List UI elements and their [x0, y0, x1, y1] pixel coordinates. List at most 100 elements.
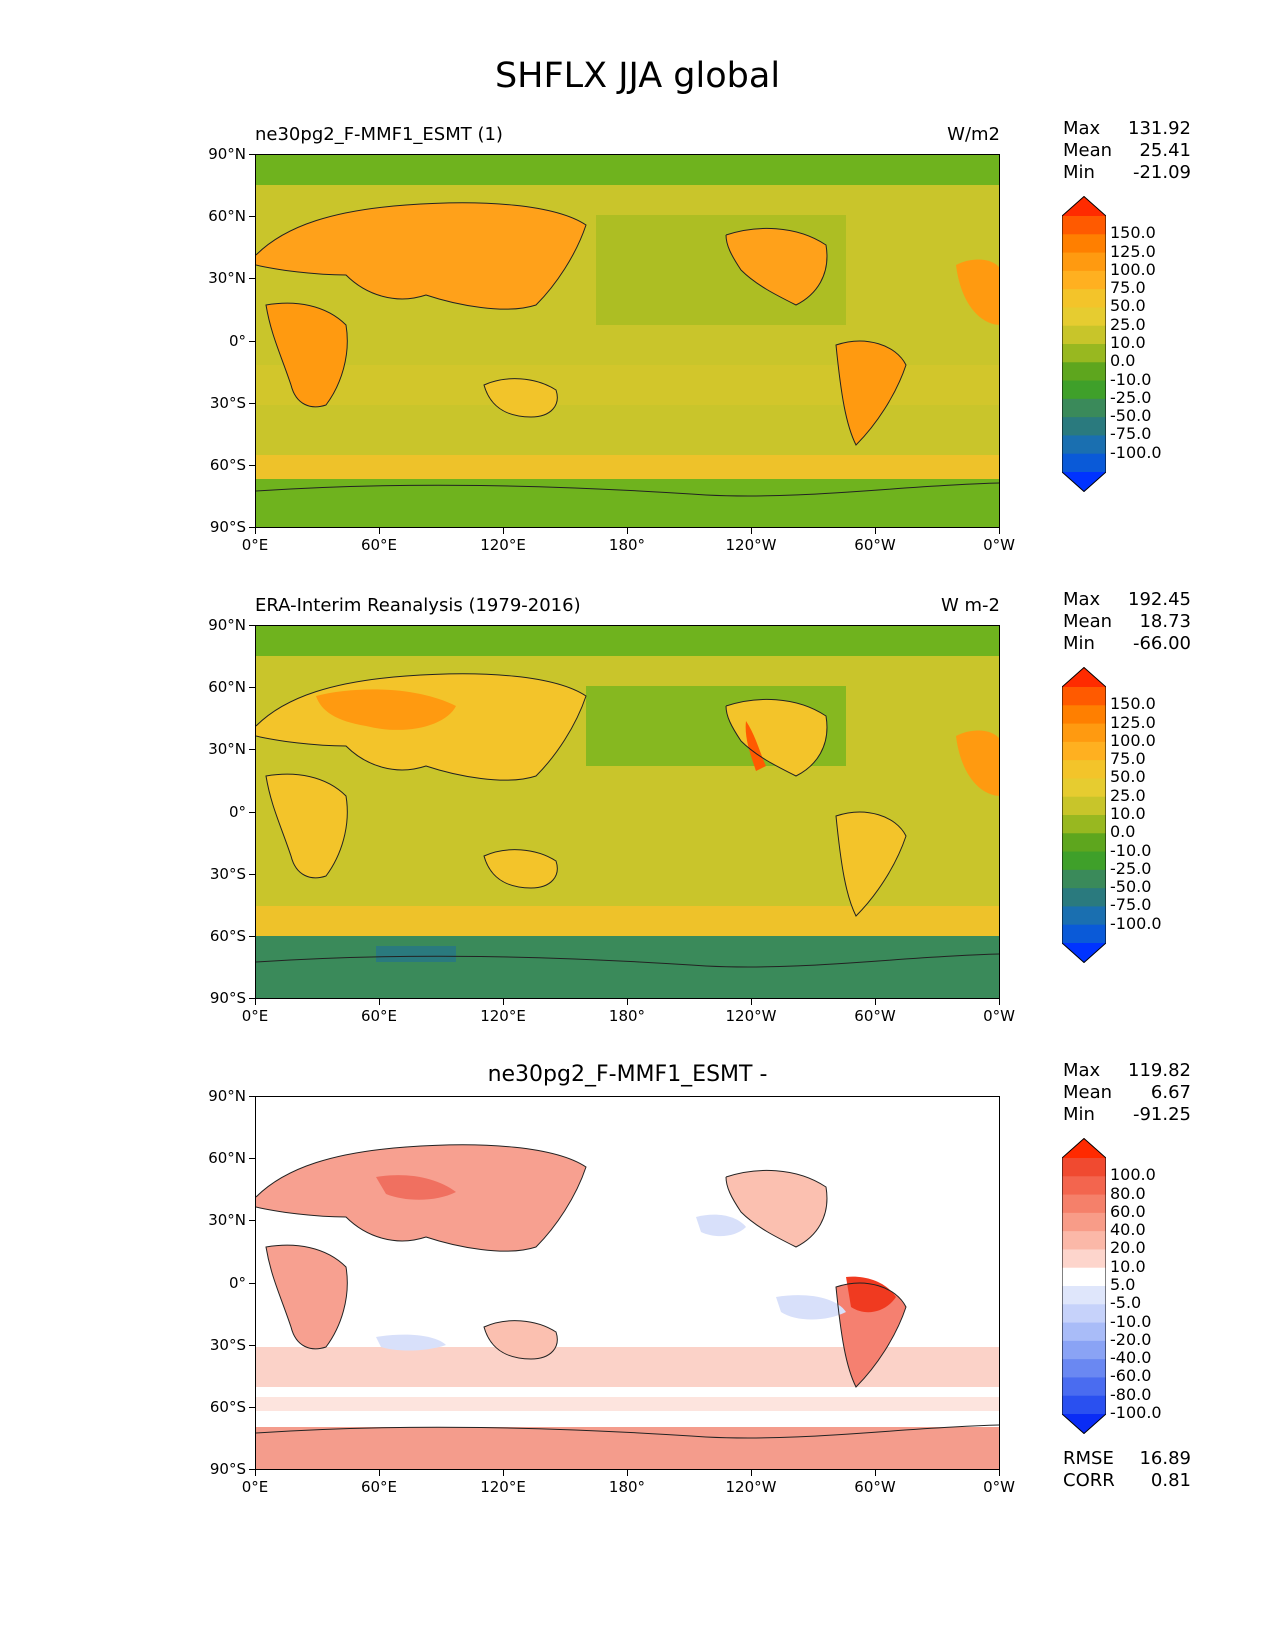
colorbar-tick-label: -75.0	[1110, 895, 1152, 915]
colorbar-tick-label: 125.0	[1110, 241, 1156, 261]
map-reference	[255, 625, 1000, 999]
colorbar-tick-label: -100.0	[1110, 442, 1162, 462]
metric-corr: CORR 0.81	[1063, 1470, 1191, 1491]
lon-tick	[751, 528, 752, 534]
colorbar-segment	[1062, 1340, 1106, 1360]
lon-tick	[379, 528, 380, 534]
lon-tick	[751, 999, 752, 1005]
colorbar-tick-label: 75.0	[1110, 278, 1146, 298]
lon-tick-label: 180°	[608, 1007, 646, 1025]
colorbar-tick-label: 150.0	[1110, 223, 1156, 243]
map-difference-field	[256, 1097, 999, 1469]
lat-tick-label: 0°	[228, 1273, 246, 1292]
map-difference	[255, 1096, 1000, 1470]
colorbar-tick-label: 50.0	[1110, 767, 1146, 787]
stat-mean: Mean 6.67	[1063, 1082, 1191, 1103]
colorbar-tick-label: 25.0	[1110, 314, 1146, 334]
map-model	[255, 154, 1000, 528]
lat-tick-label: 60°S	[209, 926, 246, 945]
lat-tick-label: 30°S	[209, 393, 246, 412]
lon-tick	[503, 528, 504, 534]
lat-tick	[249, 687, 255, 689]
lon-tick-label: 60°W	[854, 1478, 896, 1496]
lon-tick	[875, 528, 876, 534]
colorbar-segment	[1062, 705, 1106, 725]
colorbar-segment	[1062, 1194, 1106, 1214]
lat-tick-label: 0°	[228, 802, 246, 821]
colorbar-segment	[1062, 723, 1106, 743]
stat-mean: Mean 18.73	[1063, 611, 1191, 632]
colorbar-tick-label: -10.0	[1110, 369, 1152, 389]
lon-tick-label: 60°W	[854, 536, 896, 554]
lon-tick	[379, 999, 380, 1005]
colorbar-extend-min	[1062, 1414, 1106, 1434]
colorbar-tick-label: -80.0	[1110, 1384, 1152, 1404]
colorbar-extend-min	[1062, 943, 1106, 963]
lat-tick-label: 60°N	[208, 678, 246, 697]
lon-tick	[379, 1470, 380, 1476]
colorbar-tick-label: 0.0	[1110, 822, 1136, 842]
colorbar-segment	[1062, 869, 1106, 889]
metrics-box: RMSE 16.89 CORR 0.81	[1063, 1448, 1191, 1492]
lon-tick	[875, 1470, 876, 1476]
lon-tick	[751, 1470, 752, 1476]
lon-tick-label: 180°	[608, 536, 646, 554]
colorbar-segment	[1062, 234, 1106, 254]
colorbar-tick-label: 20.0	[1110, 1238, 1146, 1258]
lat-tick	[249, 625, 255, 626]
colorbar-tick-label: 10.0	[1110, 1256, 1146, 1276]
colorbar-tick-label: -10.0	[1110, 1311, 1152, 1331]
colorbar-segment	[1062, 1359, 1106, 1378]
lat-tick	[249, 1220, 255, 1222]
lat-tick	[249, 1158, 255, 1160]
lon-tick	[255, 999, 256, 1005]
colorbar-tick-label: 10.0	[1110, 333, 1146, 352]
colorbar-tick-label: -5.0	[1110, 1293, 1142, 1313]
stat-max: Max 192.45	[1063, 589, 1191, 610]
lon-tick-label: 60°E	[360, 1478, 398, 1496]
colorbar-tick-label: -75.0	[1110, 424, 1152, 444]
colorbar-tick-label: 25.0	[1110, 785, 1146, 805]
colorbar	[1062, 196, 1106, 492]
colorbar-segment	[1062, 307, 1106, 327]
lat-tick	[249, 1344, 255, 1346]
stat-min: Min -66.00	[1063, 633, 1191, 654]
colorbar-tick-label: -100.0	[1110, 913, 1162, 933]
stats-box: Max 192.45 Mean 18.73 Min -66.00	[1063, 589, 1191, 655]
colorbar-segment	[1062, 216, 1106, 235]
colorbar-tick-label: -40.0	[1110, 1348, 1152, 1368]
colorbar-segment	[1062, 362, 1106, 382]
colorbar-outline	[1062, 196, 1106, 492]
colorbar-segment	[1062, 851, 1106, 871]
colorbar-segment	[1062, 906, 1106, 926]
colorbar-tick-label: -100.0	[1110, 1403, 1162, 1422]
lat-tick-label: 90°N	[208, 1087, 246, 1105]
colorbar-segment	[1062, 1158, 1106, 1177]
lat-tick	[249, 278, 255, 280]
stat-max: Max 119.82	[1063, 1060, 1191, 1081]
figure-title: SHFLX JJA global	[494, 56, 781, 96]
colorbar-tick-label: 125.0	[1110, 712, 1156, 732]
lon-tick-label: 0°W	[983, 1478, 1015, 1496]
colorbar-extend-min	[1062, 472, 1106, 492]
colorbar-segment	[1062, 760, 1106, 779]
lat-tick	[249, 1282, 255, 1284]
lat-tick-label: 30°S	[209, 864, 246, 883]
panel-units: W/m2	[947, 124, 1000, 145]
map-model-field	[256, 155, 999, 527]
lon-tick-label: 60°E	[360, 536, 398, 554]
colorbar-segment	[1062, 778, 1106, 798]
lat-tick-label: 0°	[228, 331, 246, 350]
colorbar-segment	[1062, 1377, 1106, 1397]
lon-tick-label: 0°W	[983, 536, 1015, 554]
colorbar-tick-label: -10.0	[1110, 840, 1152, 860]
colorbar-tick-label: -50.0	[1110, 877, 1152, 897]
colorbar-segment	[1062, 1304, 1106, 1324]
lon-tick-label: 0°E	[241, 1007, 269, 1025]
colorbar-tick-label: 5.0	[1110, 1275, 1136, 1294]
lon-tick	[255, 528, 256, 534]
stats-box: Max 119.82 Mean 6.67 Min -91.25	[1063, 1060, 1191, 1126]
colorbar	[1062, 667, 1106, 963]
lon-tick-label: 60°W	[854, 1007, 896, 1025]
lon-tick	[999, 528, 1000, 534]
